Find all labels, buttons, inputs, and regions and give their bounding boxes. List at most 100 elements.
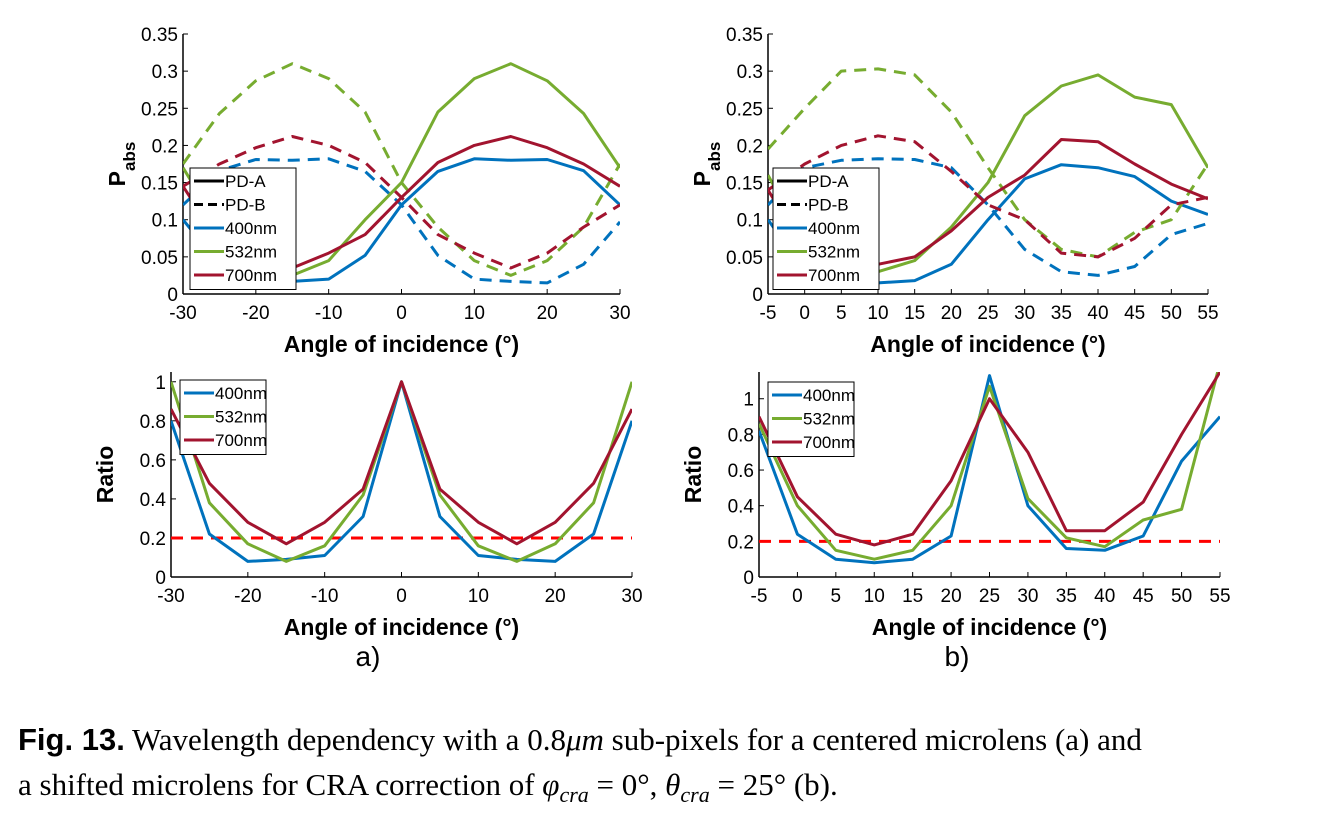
x-tick-label: 55 bbox=[1209, 586, 1230, 607]
data-line bbox=[759, 374, 1220, 565]
y-tick-label: 0.25 bbox=[726, 99, 763, 120]
x-tick-label: 20 bbox=[941, 303, 962, 324]
legend-label: 700nm bbox=[225, 266, 277, 285]
x-tick-label: 45 bbox=[1124, 303, 1145, 324]
caption-text: = 25° (b). bbox=[709, 767, 838, 802]
x-tick-label: -20 bbox=[234, 586, 261, 607]
panel-label: b) bbox=[945, 641, 970, 672]
x-tick-label: 10 bbox=[468, 586, 489, 607]
x-tick-label: -5 bbox=[760, 303, 777, 324]
y-tick-label: 0.4 bbox=[728, 497, 755, 518]
legend-label: 700nm bbox=[215, 431, 267, 450]
y-axis-label: Ratio bbox=[92, 446, 118, 504]
y-tick-label: 0.8 bbox=[140, 412, 166, 433]
caption-text: = 0°, bbox=[588, 767, 666, 802]
x-tick-label: 30 bbox=[621, 586, 642, 607]
x-tick-label: 15 bbox=[902, 586, 923, 607]
y-tick-label: 1 bbox=[155, 373, 166, 394]
legend-label: 700nm bbox=[808, 266, 860, 285]
x-tick-label: 40 bbox=[1094, 586, 1115, 607]
y-tick-label: 0 bbox=[752, 285, 763, 306]
caption-label: Fig. 13. bbox=[18, 722, 125, 757]
x-tick-label: 15 bbox=[904, 303, 925, 324]
x-tick-label: -30 bbox=[169, 303, 196, 324]
legend-label: 400nm bbox=[808, 219, 860, 238]
x-tick-label: 0 bbox=[799, 303, 810, 324]
legend-label: 532nm bbox=[808, 243, 860, 262]
x-tick-label: 20 bbox=[545, 586, 566, 607]
caption-text: μm bbox=[565, 722, 604, 757]
y-tick-label: 0.3 bbox=[737, 62, 763, 83]
legend-label: 532nm bbox=[225, 243, 277, 262]
legend-label: 400nm bbox=[225, 219, 277, 238]
data-line bbox=[768, 134, 1208, 259]
x-tick-label: 35 bbox=[1051, 303, 1072, 324]
legend-label: 400nm bbox=[803, 386, 855, 405]
legend-label: 400nm bbox=[215, 384, 267, 403]
x-tick-label: 10 bbox=[867, 303, 888, 324]
x-tick-label: -10 bbox=[315, 303, 342, 324]
x-tick-label: 0 bbox=[792, 586, 803, 607]
y-axis-label: Pabs bbox=[689, 142, 724, 187]
data-line bbox=[183, 135, 620, 270]
x-tick-label: 30 bbox=[609, 303, 630, 324]
x-tick-label: 20 bbox=[941, 586, 962, 607]
x-tick-label: 5 bbox=[836, 303, 847, 324]
x-tick-label: 30 bbox=[1017, 586, 1038, 607]
y-tick-label: 0.2 bbox=[737, 136, 763, 157]
data-line bbox=[768, 157, 1208, 277]
x-tick-label: 45 bbox=[1133, 586, 1154, 607]
y-axis-label-main: Ratio bbox=[92, 446, 118, 504]
y-tick-label: 0.35 bbox=[726, 25, 763, 46]
x-tick-label: 20 bbox=[537, 303, 558, 324]
x-axis-label: Angle of incidence (°) bbox=[284, 614, 519, 640]
y-axis-label: Ratio bbox=[680, 446, 706, 504]
figure: a) b) 00.050.10.150.20.250.30.35-30 -20 -1… bbox=[92, 25, 1231, 672]
data-line bbox=[171, 380, 632, 546]
caption-text: cra bbox=[680, 782, 710, 808]
caption-text: φ bbox=[542, 767, 560, 802]
x-axis-label: Angle of incidence (°) bbox=[872, 614, 1107, 640]
y-axis-label-sub: abs bbox=[120, 142, 139, 171]
x-tick-label: 0 bbox=[396, 586, 407, 607]
plot-area bbox=[171, 380, 632, 563]
y-tick-label: 0.2 bbox=[152, 136, 178, 157]
panel-label: a) bbox=[356, 641, 381, 672]
legend-label: 700nm bbox=[803, 433, 855, 452]
y-tick-label: 0 bbox=[167, 285, 178, 306]
legend-label: PD-A bbox=[225, 172, 266, 191]
y-tick-label: 0.05 bbox=[141, 248, 178, 269]
x-axis-label: Angle of incidence (°) bbox=[870, 331, 1105, 357]
caption-line: Fig. 13. Wavelength dependency with a 0.… bbox=[18, 722, 1142, 758]
y-tick-label: 0.6 bbox=[728, 461, 754, 482]
legend-label: 532nm bbox=[803, 410, 855, 429]
x-tick-label: 25 bbox=[979, 586, 1000, 607]
x-tick-label: 35 bbox=[1056, 586, 1077, 607]
legend-label: PD-B bbox=[225, 196, 266, 215]
y-tick-label: 0.8 bbox=[728, 425, 754, 446]
caption-text: sub-pixels for a centered microlens (a) … bbox=[603, 722, 1142, 757]
y-tick-label: 0 bbox=[155, 568, 166, 589]
legend-label: PD-B bbox=[808, 196, 849, 215]
caption-text: Wavelength dependency with a 0.8 bbox=[124, 722, 566, 757]
legend-label: 532nm bbox=[215, 408, 267, 427]
y-tick-label: 1 bbox=[743, 390, 754, 411]
x-tick-label: 30 bbox=[1014, 303, 1035, 324]
x-tick-label: -30 bbox=[157, 586, 184, 607]
y-tick-label: 0.05 bbox=[726, 248, 763, 269]
y-tick-label: 0.4 bbox=[140, 490, 167, 511]
x-tick-label: 10 bbox=[864, 586, 885, 607]
x-tick-label: -20 bbox=[242, 303, 269, 324]
caption-text: cra bbox=[559, 782, 589, 808]
x-tick-label: 25 bbox=[977, 303, 998, 324]
y-tick-label: 0.2 bbox=[140, 529, 166, 550]
y-tick-label: 0.2 bbox=[728, 532, 754, 553]
x-axis-label: Angle of incidence (°) bbox=[284, 331, 519, 357]
data-line bbox=[768, 67, 1208, 259]
y-axis-label-main: P bbox=[689, 171, 715, 186]
y-axis-label: Pabs bbox=[104, 142, 139, 187]
legend-label: PD-A bbox=[808, 172, 849, 191]
y-tick-label: 0.3 bbox=[152, 62, 178, 83]
data-line bbox=[759, 372, 1220, 561]
